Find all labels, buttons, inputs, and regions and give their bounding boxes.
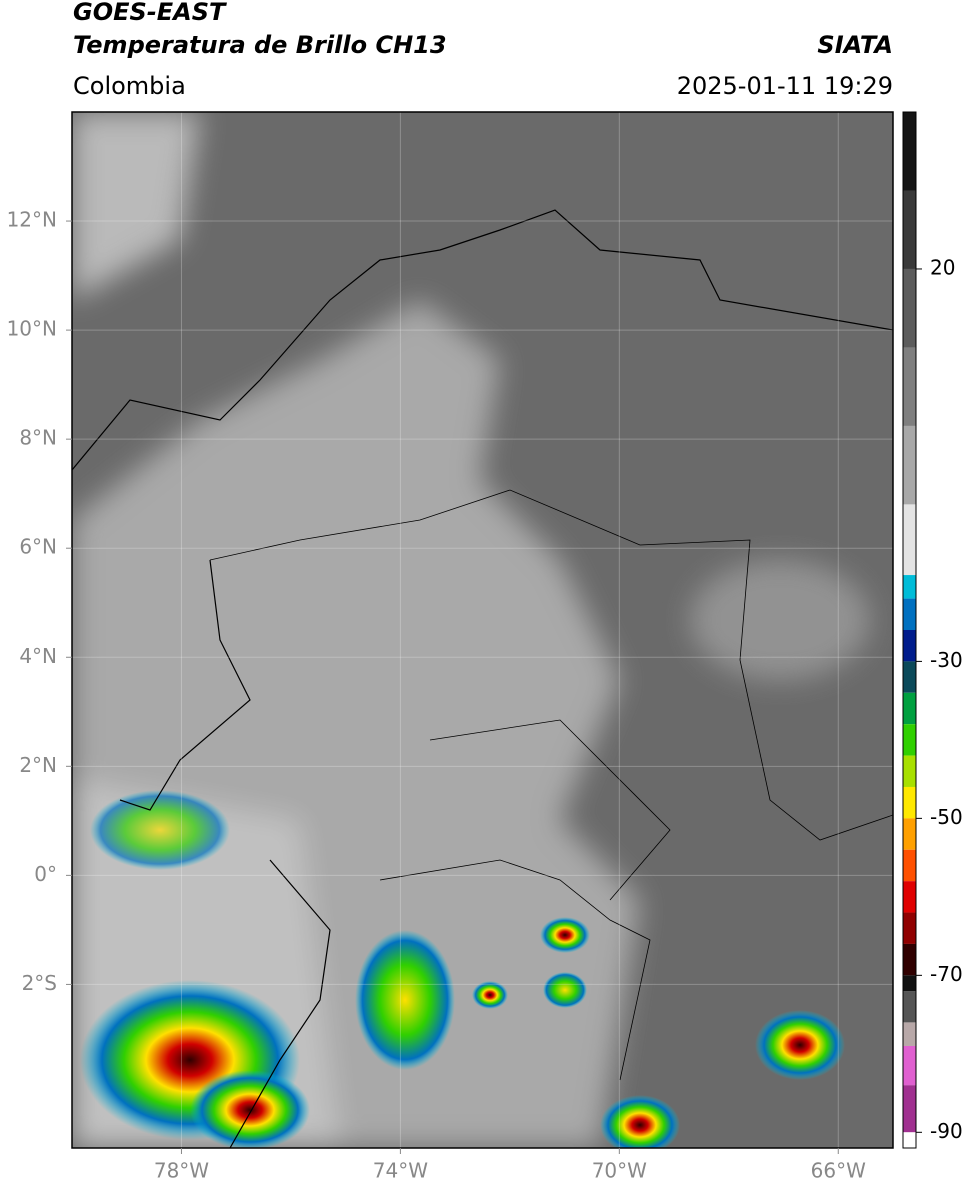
colorbar-band — [903, 1085, 916, 1133]
satellite-image — [72, 112, 893, 1148]
colorbar-band — [903, 818, 916, 850]
x-tick-label: 66°W — [811, 1159, 866, 1183]
colorbar-band — [903, 724, 916, 756]
colorbar-band — [903, 881, 916, 913]
colorbar-band — [903, 1045, 916, 1086]
y-tick-label: 10°N — [7, 317, 57, 341]
colorbar-tick-label: -70 — [930, 962, 963, 986]
colorbar-frame — [902, 111, 917, 1149]
colorbar-band — [903, 630, 916, 662]
colorbar-band — [903, 943, 916, 976]
colorbar-tick-label: -30 — [930, 648, 963, 672]
subtitle: Temperatura de Brillo CH13 — [73, 31, 447, 59]
colorbar-band — [903, 912, 916, 944]
source: SIATA — [817, 31, 893, 59]
colorbar-band — [903, 786, 916, 819]
colorbar-band — [903, 190, 916, 269]
colorbar-band — [903, 112, 916, 191]
colorbar-band — [903, 991, 916, 1023]
colorbar-band — [903, 849, 916, 882]
colorbar-band — [903, 575, 916, 599]
colorbar-tick-label: -90 — [930, 1119, 963, 1143]
x-tick-label: 74°W — [373, 1159, 428, 1183]
colorbar-tick-label: 20 — [930, 255, 955, 279]
x-tick-label: 78°W — [154, 1159, 209, 1183]
y-tick-label: 6°N — [19, 535, 57, 559]
y-tick-label: 8°N — [19, 426, 57, 450]
colorbar-band — [903, 1022, 916, 1046]
y-tick-label: 4°N — [19, 644, 57, 668]
x-tick-label: 70°W — [592, 1159, 647, 1183]
colorbar-band — [903, 598, 916, 630]
colorbar-band — [903, 504, 916, 576]
title: GOES-EAST — [73, 0, 227, 26]
colorbar-tick-label: -50 — [930, 805, 963, 829]
y-tick-label: 0° — [34, 862, 57, 886]
datetime: 2025-01-11 19:29 — [677, 72, 893, 100]
colorbar-band — [903, 268, 916, 348]
region: Colombia — [73, 72, 186, 100]
colorbar-band — [903, 661, 916, 693]
colorbar-band — [903, 1132, 916, 1148]
y-tick-label: 12°N — [7, 208, 57, 232]
colorbar-band — [903, 975, 916, 992]
map-frame — [71, 111, 894, 1149]
y-tick-label: 2°N — [19, 753, 57, 777]
colorbar-band — [903, 425, 916, 505]
colorbar-band — [903, 692, 916, 725]
colorbar-band — [903, 755, 916, 787]
colorbar-band — [903, 347, 916, 426]
y-tick-label: 2°S — [22, 971, 57, 995]
